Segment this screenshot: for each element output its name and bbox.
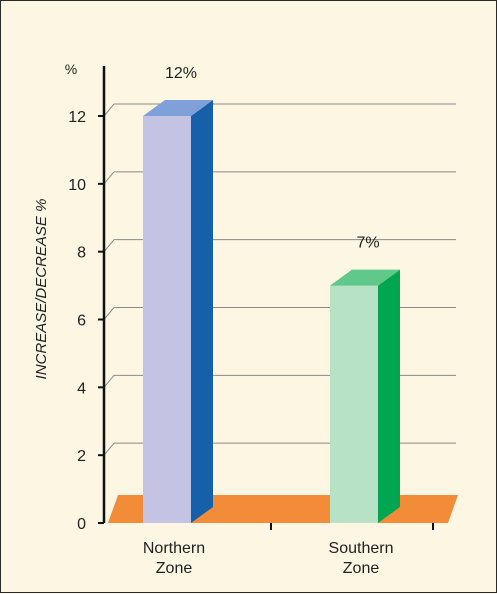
y-tick-label: 2 (77, 448, 86, 465)
y-unit-label: % (65, 61, 77, 77)
y-tick-label: 10 (68, 177, 86, 194)
y-tick-label: 8 (77, 245, 86, 262)
grid-connector (103, 103, 115, 117)
bar (143, 100, 213, 523)
x-category-label: Southern (329, 540, 394, 557)
y-tick-label: 0 (77, 516, 86, 533)
bar-front (330, 285, 378, 523)
y-tick-label: 6 (77, 313, 86, 330)
x-category-label: Zone (156, 560, 193, 577)
grid-connector (103, 307, 115, 320)
y-axis-title: INCREASE/DECREASE % (33, 199, 50, 380)
x-category-label: Northern (143, 540, 205, 557)
labels: % INCREASE/DECREASE % 0 2 4 6 8 10 12 12% Northe… (33, 61, 393, 577)
bar-front (143, 116, 191, 523)
grid-connector (103, 375, 115, 388)
bar-top (143, 100, 213, 116)
bar-top (330, 269, 400, 286)
bar-side (378, 269, 400, 523)
x-category-label: Zone (343, 560, 380, 577)
grid-connector (103, 442, 115, 456)
bar-value-label: 12% (165, 65, 197, 82)
axes (98, 66, 434, 530)
y-tick-label: 12 (68, 109, 86, 126)
y-tick-label: 4 (77, 380, 86, 397)
bars (143, 100, 400, 523)
grid-connector (103, 239, 115, 252)
grid-connector (103, 171, 115, 185)
bar-value-label: 7% (356, 235, 379, 252)
bar-side (191, 100, 213, 523)
bar (330, 269, 400, 523)
